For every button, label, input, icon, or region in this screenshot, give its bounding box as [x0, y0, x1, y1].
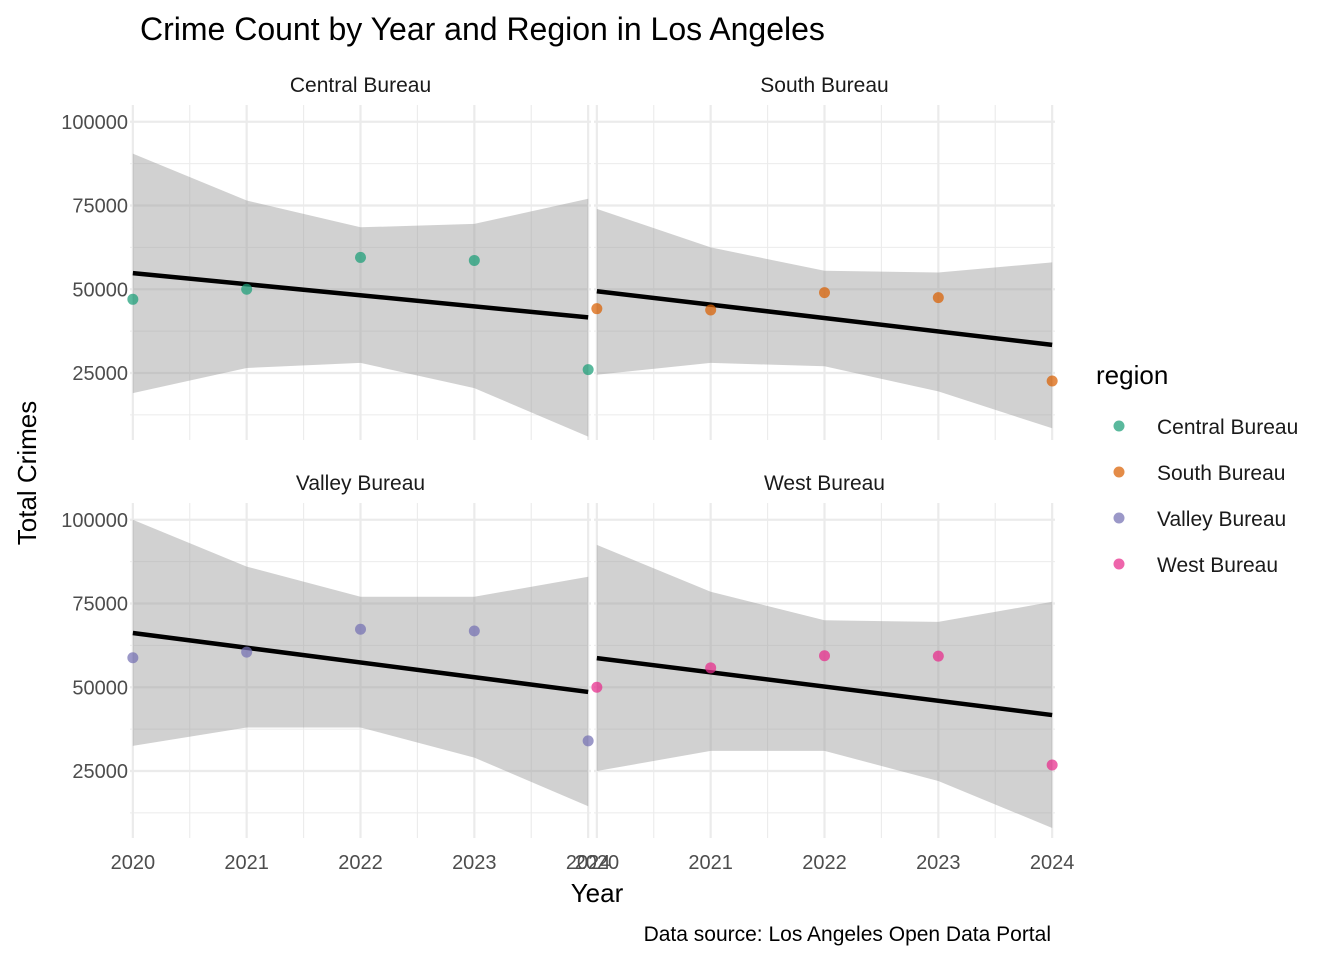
- y-tick-label: 100000: [61, 510, 128, 532]
- panel-south-bureau: South Bureau: [591, 74, 1058, 440]
- x-tick-label: 2020: [111, 852, 156, 874]
- panel-valley-bureau: Valley Bureau: [127, 472, 594, 838]
- data-point-valley-bureau-2023: [468, 625, 480, 637]
- data-point-west-bureau-2020: [591, 681, 603, 693]
- trend-line: [132, 630, 589, 695]
- chart-title: Crime Count by Year and Region in Los An…: [140, 11, 825, 47]
- x-axis-title: Year: [571, 878, 624, 908]
- data-point-south-bureau-2020: [591, 303, 603, 315]
- x-tick-label: 2021: [224, 852, 269, 874]
- legend-label-south-bureau: South Bureau: [1157, 462, 1285, 485]
- y-axis-title: Total Crimes: [12, 401, 42, 545]
- y-axis-tick-labels: 25000 50000 75000 100000 25000 50000 75000 1000…: [61, 112, 128, 783]
- data-point-west-bureau-2022: [819, 650, 830, 662]
- facet-label-central-bureau: Central Bureau: [290, 74, 431, 97]
- x-tick-label: 2020: [575, 852, 620, 874]
- data-point-south-bureau-2021: [705, 304, 717, 316]
- data-point-central-bureau-2023: [468, 254, 480, 266]
- trend-line: [596, 655, 1053, 718]
- legend-label-west-bureau: West Bureau: [1157, 554, 1278, 577]
- legend-title: region: [1096, 360, 1168, 390]
- data-point-west-bureau-2024: [1046, 759, 1058, 771]
- panel-central-bureau: Central Bureau: [127, 74, 594, 440]
- legend-key-central-bureau: [1113, 420, 1125, 432]
- y-tick-label: 50000: [72, 677, 128, 699]
- chart-caption: Data source: Los Angeles Open Data Porta…: [644, 923, 1051, 946]
- x-tick-label: 2023: [452, 852, 497, 874]
- data-point-central-bureau-2020: [127, 293, 139, 305]
- facet-label-south-bureau: South Bureau: [760, 74, 888, 97]
- y-tick-label: 50000: [72, 279, 128, 301]
- x-tick-label: 2022: [802, 852, 847, 874]
- y-tick-label: 25000: [72, 363, 128, 385]
- legend-items: Central Bureau South Bureau Valley Bureau W…: [1113, 416, 1298, 577]
- trend-line: [132, 270, 589, 320]
- y-tick-label: 25000: [72, 761, 128, 783]
- x-tick-label: 2021: [688, 852, 733, 874]
- legend-key-valley-bureau: [1113, 512, 1125, 524]
- panel-west-bureau: West Bureau: [591, 472, 1058, 838]
- legend-label-central-bureau: Central Bureau: [1157, 416, 1298, 439]
- legend: region Central Bureau South Bureau Valley …: [1096, 360, 1298, 577]
- facet-panels: Central Bureau South Bureau Valley Bureau W…: [127, 74, 1058, 838]
- data-point-valley-bureau-2020: [127, 652, 139, 664]
- data-point-valley-bureau-2022: [355, 623, 366, 635]
- x-tick-label: 2024: [566, 852, 611, 874]
- y-tick-label: 100000: [61, 112, 128, 134]
- y-tick-label: 75000: [72, 196, 128, 218]
- data-point-west-bureau-2021: [705, 662, 717, 674]
- data-point-valley-bureau-2024: [582, 735, 594, 747]
- x-tick-label: 2024: [1030, 852, 1075, 874]
- legend-key-west-bureau: [1113, 558, 1125, 570]
- data-point-west-bureau-2023: [932, 650, 944, 662]
- legend-key-south-bureau: [1113, 466, 1125, 478]
- data-point-south-bureau-2024: [1046, 375, 1058, 387]
- x-tick-label: 2023: [916, 852, 961, 874]
- y-tick-label: 75000: [72, 594, 128, 616]
- x-tick-label: 2022: [338, 852, 383, 874]
- data-point-valley-bureau-2021: [241, 646, 253, 658]
- legend-label-valley-bureau: Valley Bureau: [1157, 508, 1286, 531]
- data-point-south-bureau-2023: [932, 292, 944, 304]
- data-point-central-bureau-2021: [241, 283, 253, 295]
- data-point-central-bureau-2024: [582, 364, 594, 376]
- facet-label-west-bureau: West Bureau: [764, 472, 885, 495]
- trend-line: [596, 289, 1053, 348]
- facet-label-valley-bureau: Valley Bureau: [296, 472, 425, 495]
- data-point-central-bureau-2022: [355, 251, 366, 263]
- data-point-south-bureau-2022: [819, 287, 830, 299]
